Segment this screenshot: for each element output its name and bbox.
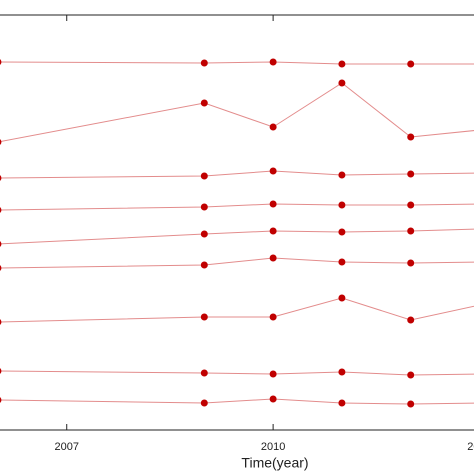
point [269,200,277,208]
point [338,294,346,302]
point [200,399,208,407]
point [200,172,208,180]
series-line [0,297,474,323]
point [407,60,415,68]
point [338,171,346,179]
point [338,79,346,87]
point [0,175,2,181]
point [407,259,415,267]
series-line [0,61,474,65]
point [269,254,277,262]
point [200,59,208,67]
series-line [0,203,474,211]
x-tick-label: 2010 [261,441,285,453]
series-line [0,82,474,143]
point [407,371,415,379]
point [0,139,2,145]
point [200,99,208,107]
point [0,397,2,403]
x-axis-label: Time(year) [241,455,308,471]
point [269,395,277,403]
point [200,261,208,269]
point [338,60,346,68]
point [407,316,415,324]
point [200,230,208,238]
series-line [0,370,474,376]
point [0,207,2,213]
point [338,201,346,209]
point [269,123,277,131]
plot-area [0,58,474,408]
x-tick-label: 2007 [54,441,78,453]
point [269,370,277,378]
point [200,369,208,377]
point [407,400,415,408]
series-line [0,398,474,405]
series-line [0,257,474,269]
point [407,201,415,209]
point [0,241,2,247]
x-tick-label: 2013 [467,441,474,453]
point [200,203,208,211]
point [338,399,346,407]
point [407,170,415,178]
point [0,319,2,325]
point [338,368,346,376]
point [269,227,277,235]
point [0,59,2,65]
point [338,228,346,236]
point [269,313,277,321]
point [407,227,415,235]
point [0,368,2,374]
point [269,58,277,66]
point [338,258,346,266]
point [200,313,208,321]
point [0,265,2,271]
series-line [0,170,474,179]
series-line [0,228,474,245]
point [407,133,415,141]
point [269,167,277,175]
